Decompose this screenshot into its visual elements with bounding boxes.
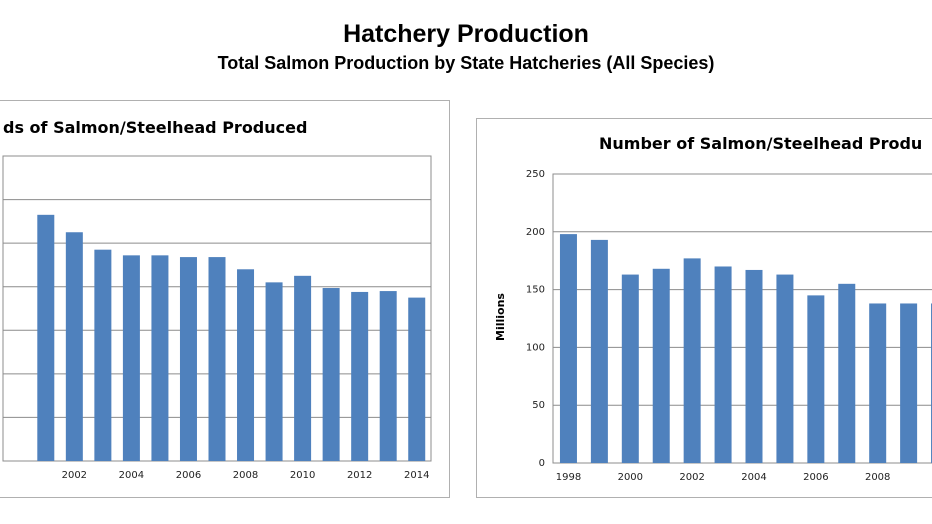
bar-2009 xyxy=(265,282,283,461)
x-tick-label: 2010 xyxy=(290,470,315,481)
bar-2000 xyxy=(621,274,639,463)
bar-2003 xyxy=(714,266,732,463)
bar-2002 xyxy=(65,232,83,461)
y-tick-label: 100 xyxy=(526,342,545,353)
bar-2002 xyxy=(683,258,701,463)
x-tick-label: 2004 xyxy=(741,472,766,483)
y-tick-label: 50 xyxy=(532,400,545,411)
chart-panel-number: Number of Salmon/Steelhead Produ Million… xyxy=(476,118,932,498)
number-bar-chart: Number of Salmon/Steelhead Produ Million… xyxy=(494,134,932,483)
x-tick-label: 2002 xyxy=(62,470,87,481)
y-tick-label: 200 xyxy=(526,227,545,238)
x-tick-label: 2002 xyxy=(679,472,704,483)
page-subtitle: Total Salmon Production by State Hatcher… xyxy=(217,53,715,73)
pounds-bar-chart: ds of Salmon/Steelhead Produced 2002 2004… xyxy=(2,118,432,481)
x-tick-label: 2006 xyxy=(803,472,828,483)
bar-2008 xyxy=(869,303,887,463)
page-title: Hatchery Production xyxy=(343,20,589,48)
bar-2006 xyxy=(179,257,197,461)
bar-2013 xyxy=(379,291,397,461)
chart-title: Number of Salmon/Steelhead Produ xyxy=(599,134,922,153)
y-axis-label: Millions xyxy=(494,293,507,341)
bar-2011 xyxy=(322,288,340,461)
bar-2014 xyxy=(408,297,426,461)
x-tick-label: 2000 xyxy=(618,472,643,483)
bar-2004 xyxy=(122,255,140,461)
x-tick-label: 2012 xyxy=(347,470,372,481)
bar-2005 xyxy=(151,255,169,461)
bar-2003 xyxy=(94,249,112,461)
x-tick-label: 1998 xyxy=(556,472,581,483)
x-tick-label: 2008 xyxy=(233,470,258,481)
bar-2007 xyxy=(208,257,226,461)
bar-2007 xyxy=(838,283,856,463)
x-tick-label: 2006 xyxy=(176,470,201,481)
y-tick-label: 250 xyxy=(526,169,545,180)
bar-2006 xyxy=(807,295,825,463)
y-tick-label: 0 xyxy=(539,458,545,469)
bar-2001 xyxy=(37,214,55,461)
bar-2001 xyxy=(652,268,670,463)
chart-panel-pounds: ds of Salmon/Steelhead Produced 2002 2004… xyxy=(0,100,450,498)
bar-1998 xyxy=(559,234,577,463)
x-tick-label: 2014 xyxy=(404,470,429,481)
bar-2010 xyxy=(294,275,312,461)
x-tick-label: 2004 xyxy=(119,470,144,481)
bar-2012 xyxy=(351,291,369,461)
bar-1999 xyxy=(590,239,608,463)
bar-2009 xyxy=(900,303,918,463)
bar-2005 xyxy=(776,274,794,463)
bar-2008 xyxy=(237,269,255,461)
y-tick-label: 150 xyxy=(526,285,545,296)
bar-2004 xyxy=(745,269,763,463)
x-tick-label: 2008 xyxy=(865,472,890,483)
chart-title: ds of Salmon/Steelhead Produced xyxy=(3,118,307,137)
